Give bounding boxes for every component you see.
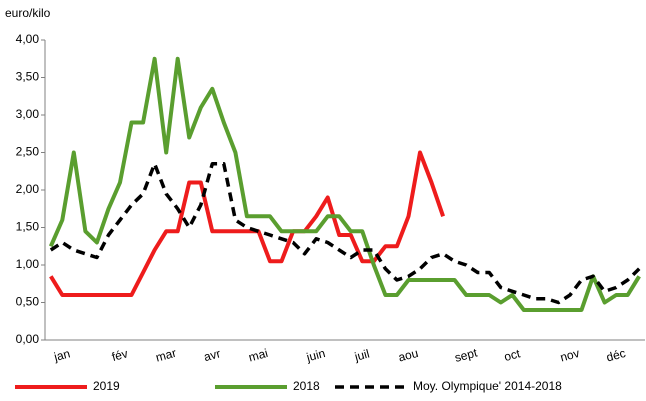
x-tick-label: nov	[559, 346, 581, 365]
x-tick-label: fév	[110, 346, 129, 364]
y-tick-label: 4,00	[16, 32, 40, 46]
legend-label: Moy. Olympique' 2014-2018	[413, 379, 562, 393]
x-tick-label: déc	[605, 346, 627, 365]
series-line	[48, 56, 641, 312]
x-tick-label: avr	[202, 346, 222, 364]
series-line	[49, 150, 445, 297]
y-tick-label: 2,50	[16, 145, 40, 159]
x-tick-label: aou	[397, 346, 420, 365]
y-tick-label: 1,00	[16, 257, 40, 271]
x-tick-label: juil	[352, 347, 371, 365]
legend-label: 2019	[93, 379, 120, 393]
x-tick-label: jan	[52, 346, 72, 364]
x-tick-label: mar	[154, 346, 178, 365]
x-tick-label: mai	[247, 346, 269, 365]
y-tick-label: 2,00	[16, 182, 40, 196]
y-tick-label: 0,00	[16, 332, 40, 346]
legend-label: 2018	[293, 379, 320, 393]
y-axis-label: euro/kilo	[5, 6, 51, 20]
series-line	[49, 162, 641, 305]
x-tick-label: sept	[453, 345, 479, 365]
y-tick-label: 0,50	[16, 295, 40, 309]
x-tick-label: oct	[503, 346, 523, 364]
y-tick-label: 3,00	[16, 107, 40, 121]
y-tick-label: 1,50	[16, 220, 40, 234]
y-tick-label: 3,50	[16, 70, 40, 84]
x-tick-label: juin	[304, 346, 327, 365]
